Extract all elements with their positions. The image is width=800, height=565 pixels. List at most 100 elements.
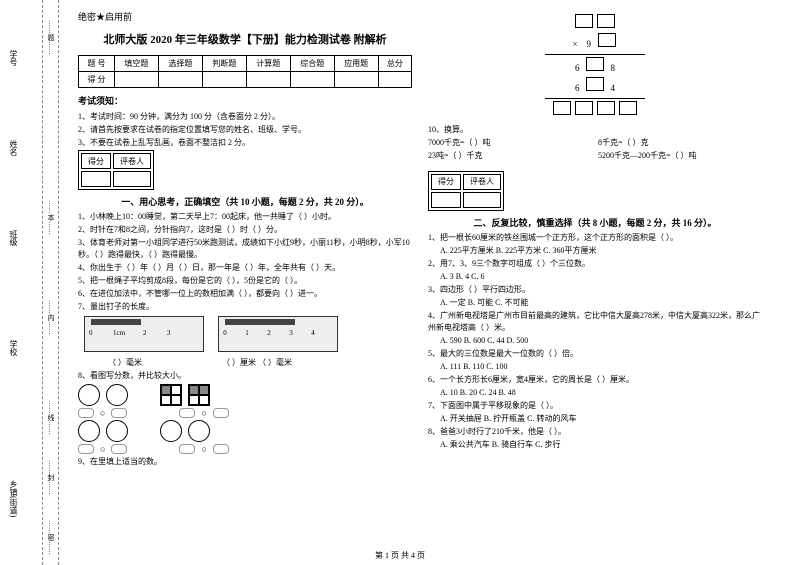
q10-row1: 7000千克=（ ）吨 8千克=（ ）克: [428, 137, 762, 149]
ruler-num: 1: [245, 329, 249, 337]
scorebox-cell[interactable]: [113, 171, 151, 187]
q8: 8、看图写分数，并比较大小。: [78, 370, 412, 382]
s2q1-opts: A. 225平方厘米 B. 225平方米 C. 360平方厘米: [428, 245, 762, 257]
q10a: 7000千克=（ ）吨: [428, 137, 598, 149]
ruler-num: 3: [167, 329, 171, 337]
q1: 1、小林晚上10：00睡觉，第二天早上7：00起床，他一共睡了（ ）小时。: [78, 211, 412, 223]
binding-margin: 学号 姓名 班级 学校 乡镇(街道) ……题…… ……本…… ……内…… ……线…: [0, 0, 60, 565]
scorebox-cell[interactable]: [431, 192, 461, 208]
score-cell[interactable]: [158, 72, 202, 88]
score-cell[interactable]: [246, 72, 290, 88]
q7: 7、量出钉子的长度。: [78, 301, 412, 313]
digit-box[interactable]: [598, 33, 616, 47]
digit-box[interactable]: [575, 101, 593, 115]
s2q5-opts: A. 111 B. 110 C. 100: [428, 361, 762, 373]
compare-box[interactable]: [179, 444, 195, 454]
score-table: 题 号 填空题 选择题 判断题 计算题 综合题 应用题 总分 得 分: [78, 55, 412, 88]
dashed-line-2: [58, 0, 59, 565]
compare-box[interactable]: [111, 408, 127, 418]
seal-text-5: ……封……: [46, 460, 56, 495]
compare-box[interactable]: [179, 408, 195, 418]
notice-item: 2、请首先按要求在试卷的指定位置填写您的姓名、班级、学号。: [78, 124, 412, 136]
circle-icon: [78, 384, 100, 406]
s2q2: 2、用7、3、9三个数字可组成（ ）个三位数。: [428, 258, 762, 270]
s2q7: 7、下面图中属于平移现象的是（ ）。: [428, 400, 762, 412]
digit-box[interactable]: [619, 101, 637, 115]
s2q5: 5、最大的三位数是最大一位数的（ ）倍。: [428, 348, 762, 360]
score-cell[interactable]: [378, 72, 411, 88]
digit: 6: [575, 83, 580, 93]
digit-box[interactable]: [597, 14, 615, 28]
q3: 3、体育老师对第一小组同学进行50米跑测试，成绩如下小红9秒，小丽11秒，小明8…: [78, 237, 412, 261]
digit-box[interactable]: [586, 77, 604, 91]
ruler-row: 0 1cm 2 3 0 1 2 3 4: [78, 314, 412, 356]
label-id: 学号: [8, 50, 19, 66]
digit: 8: [611, 63, 616, 73]
digit-box[interactable]: [586, 57, 604, 71]
score-col: 应用题: [334, 56, 378, 72]
seal-text-1: ……题……: [46, 20, 56, 55]
nail-bar: [91, 319, 141, 325]
nail-bar: [225, 319, 295, 325]
q10c: 23吨=（ ）千克: [428, 150, 598, 162]
page-footer: 第 1 页 共 4 页: [0, 550, 800, 561]
seal-text-2: ……本……: [46, 200, 56, 235]
score-cell[interactable]: [114, 72, 158, 88]
compare-box[interactable]: [78, 408, 94, 418]
ruler-2: 0 1 2 3 4: [218, 316, 338, 352]
score-cell[interactable]: [202, 72, 246, 88]
grid-icon: [188, 384, 210, 406]
s2q6-opts: A. 10 B. 20 C. 24 B. 48: [428, 387, 762, 399]
label-name: 姓名: [8, 140, 19, 156]
digit-box[interactable]: [597, 101, 615, 115]
fraction-cmp-2: ○ ○: [78, 444, 412, 454]
digit: 4: [611, 83, 616, 93]
circle-icon: [160, 420, 182, 442]
s2q8-opts: A. 乘公共汽车 B. 骑自行车 C. 步行: [428, 439, 762, 451]
scorebox-cell[interactable]: [81, 171, 111, 187]
scorebox-cell[interactable]: [463, 192, 501, 208]
s2q3-opts: A. 一定 B. 可能 C. 不可能: [428, 297, 762, 309]
q10d: 5200千克—200千克=（ ）吨: [598, 150, 697, 162]
score-cell[interactable]: [290, 72, 334, 88]
q6: 6、在进位加法中，不管哪一位上的数相加满（ ），都要向（ ）进一。: [78, 288, 412, 300]
circle-icon: [78, 420, 100, 442]
s2q8: 8、爸爸3小时行了210千米，他是（ ）。: [428, 426, 762, 438]
compare-box[interactable]: [213, 408, 229, 418]
mult-line: [545, 54, 645, 55]
score-col: 填空题: [114, 56, 158, 72]
score-cell[interactable]: [334, 72, 378, 88]
q10-title: 10、换算。: [428, 124, 762, 136]
section-scorebox: 得分评卷人: [78, 150, 154, 190]
times-sign: ×: [572, 39, 577, 49]
fraction-cmp-1: ○ ○: [78, 408, 412, 418]
label-class: 班级: [8, 230, 19, 246]
ruler-ans-1: （ ）毫米: [108, 357, 142, 369]
digit: 6: [575, 63, 580, 73]
q5: 5、把一根绳子平均剪成8段，每份是它的（ ），5份是它的（ ）。: [78, 275, 412, 287]
label-school: 学校: [8, 340, 19, 356]
compare-box[interactable]: [213, 444, 229, 454]
multiplication-problem: × 9 6 8 6 4: [428, 14, 762, 120]
notice-title: 考试须知：: [78, 94, 412, 107]
ruler-num: 1cm: [113, 329, 125, 337]
ruler-num: 0: [89, 329, 93, 337]
q9: 9、在里填上适当的数。: [78, 456, 412, 468]
left-column: 绝密★启用前 北师大版 2020 年三年级数学【下册】能力检测试卷 附解析 题 …: [70, 10, 420, 550]
scorebox-label: 评卷人: [113, 153, 151, 169]
compare-box[interactable]: [78, 444, 94, 454]
q2: 2、时针在7和8之间，分针指向7，这时是（ ）时（ ）分。: [78, 224, 412, 236]
s2q2-opts: A. 3 B. 4 C. 6: [428, 271, 762, 283]
ruler-ans-2: （ ）厘米 （ ）毫米: [222, 357, 292, 369]
compare-box[interactable]: [111, 444, 127, 454]
scorebox-label: 评卷人: [463, 174, 501, 190]
page-content: 绝密★启用前 北师大版 2020 年三年级数学【下册】能力检测试卷 附解析 题 …: [70, 10, 790, 550]
score-col: 总分: [378, 56, 411, 72]
dashed-line: [42, 0, 43, 565]
score-col: 选择题: [158, 56, 202, 72]
mult-line: [545, 98, 645, 99]
digit-box[interactable]: [553, 101, 571, 115]
ruler-answers: （ ）毫米 （ ）厘米 （ ）毫米: [78, 357, 412, 369]
digit-box[interactable]: [575, 14, 593, 28]
score-col: 计算题: [246, 56, 290, 72]
